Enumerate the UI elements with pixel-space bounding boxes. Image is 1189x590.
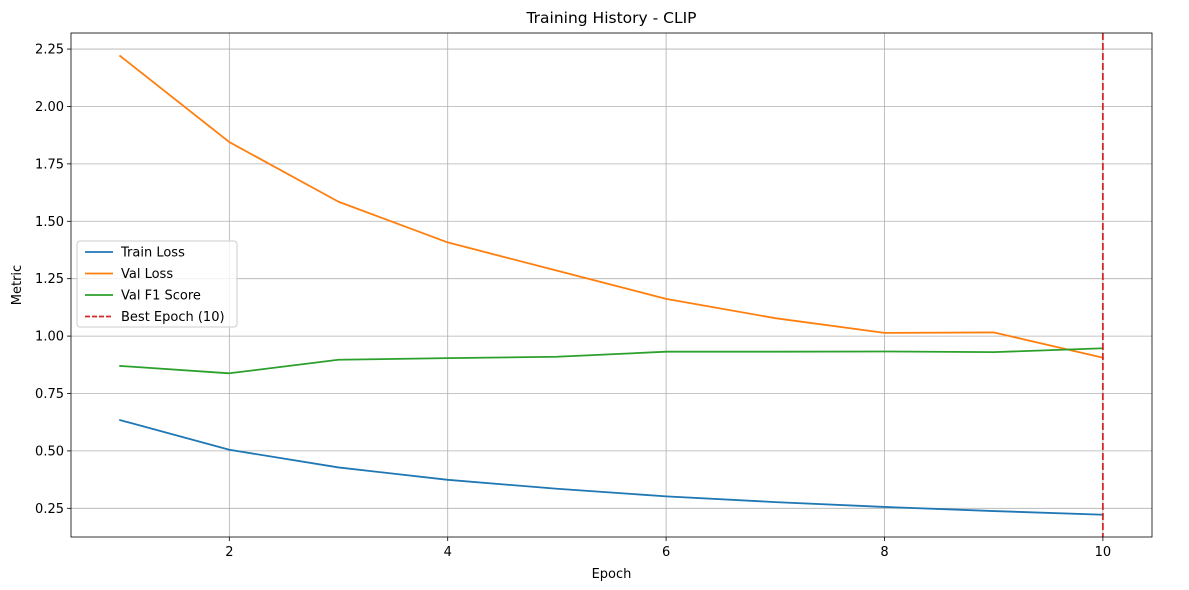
legend-label: Val Loss	[121, 267, 173, 282]
legend: Train Loss Val Loss Val F1 Score Best Epoch…	[76, 240, 238, 328]
legend-label: Train Loss	[120, 246, 185, 261]
axis-ticks: 2 4 6 8 10 0.25 0.50 0.75 1.00 1.25 1.50 1.75 2.00 2.…	[35, 43, 1111, 560]
y-tick-label: 2.25	[35, 43, 64, 58]
legend-box	[76, 240, 238, 328]
x-axis-label: Epoch	[592, 567, 632, 582]
x-tick-label: 6	[662, 545, 670, 560]
series-line-train-loss	[119, 419, 1104, 516]
y-tick-label: 1.75	[35, 157, 64, 172]
x-tick-label: 8	[880, 545, 888, 560]
grid	[71, 33, 1152, 537]
x-tick-label: 10	[1095, 545, 1112, 560]
x-tick-label: 2	[225, 545, 233, 560]
y-axis-label: Metric	[10, 265, 25, 305]
y-tick-label: 1.50	[35, 215, 64, 230]
x-tick-label: 4	[444, 545, 452, 560]
series-line-val-f1-score	[119, 347, 1104, 375]
y-tick-label: 0.50	[35, 444, 64, 459]
legend-label: Val F1 Score	[121, 289, 201, 304]
chart-title: Training History - CLIP	[525, 9, 696, 27]
series-lines	[118, 33, 1104, 537]
y-tick-label: 1.25	[35, 272, 64, 287]
plot-area-frame	[70, 32, 1153, 538]
legend-label: Best Epoch (10)	[121, 310, 225, 325]
series-line-val-loss	[118, 54, 1104, 359]
y-tick-label: 2.00	[35, 100, 64, 115]
y-tick-label: 1.00	[35, 330, 64, 345]
y-tick-label: 0.25	[35, 502, 64, 517]
y-tick-label: 0.75	[35, 387, 64, 402]
